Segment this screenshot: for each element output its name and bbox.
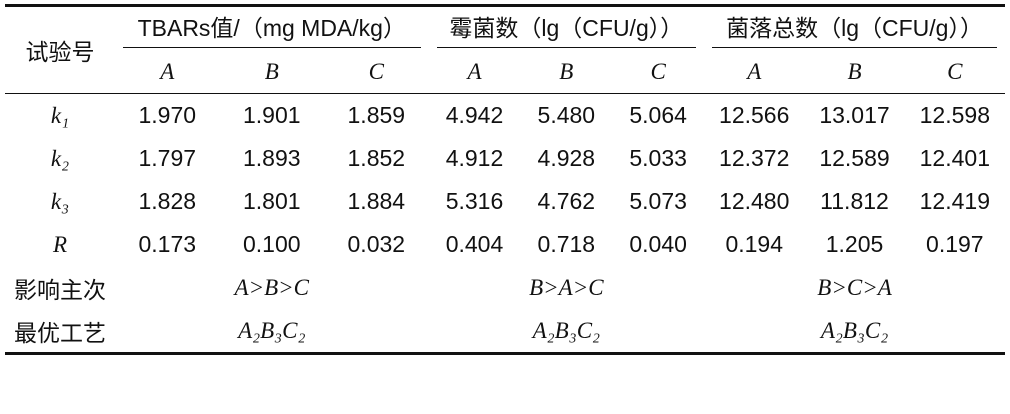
corner-header: 试验号 [5, 5, 115, 94]
cell: 5.064 [629, 102, 687, 128]
table-head: 试验号 TBARs值/（mg MDA/kg） 霉菌数（lg（CFU/g）） 菌落总数… [5, 5, 1005, 94]
data-row: k₁ 1.970 1.901 1.859 4.942 5.480 5.064 12.566 13… [5, 94, 1005, 138]
row-label: k₁ [50, 102, 70, 128]
row-label: 影响主次 [14, 277, 106, 303]
data-row: k₃ 1.828 1.801 1.884 5.316 4.762 5.073 12.480 11… [5, 180, 1005, 223]
cell: 4.762 [537, 188, 596, 214]
cell: 12.372 [719, 145, 790, 171]
table-body: k₁ 1.970 1.901 1.859 4.942 5.480 5.064 12.566 13… [5, 94, 1005, 354]
cell: 0.194 [725, 231, 783, 257]
summary-cell: A₂B₃C₂ [820, 317, 889, 343]
cell: 0.404 [445, 231, 504, 257]
group-header: 菌落总数（lg（CFU/g）） [712, 9, 997, 48]
summary-cell: A₂B₃C₂ [238, 317, 306, 343]
cell: 1.884 [347, 188, 406, 214]
data-row: k₂ 1.797 1.893 1.852 4.912 4.928 5.033 12.372 12… [5, 137, 1005, 180]
cell: 4.928 [537, 145, 596, 171]
page: 试验号 TBARs值/（mg MDA/kg） 霉菌数（lg（CFU/g）） 菌落总数… [0, 4, 1010, 414]
subheader: C [612, 50, 705, 94]
cell: 1.970 [138, 102, 197, 128]
subheader: B [520, 50, 613, 94]
summary-cell: B>A>C [529, 274, 604, 300]
cell: 12.419 [919, 188, 990, 214]
row-label: R [52, 231, 68, 257]
group-header: 霉菌数（lg（CFU/g）） [436, 9, 697, 48]
summary-row: 影响主次 A>B>C B>A>C B>C>A [5, 266, 1005, 309]
summary-row: 最优工艺 A₂B₃C₂ A₂B₃C₂ A₂B₃C₂ [5, 309, 1005, 354]
group-header: TBARs值/（mg MDA/kg） [123, 9, 421, 48]
subheader: B [804, 50, 905, 94]
cell: 1.901 [242, 102, 301, 128]
subheader: C [324, 50, 429, 94]
summary-cell: B>C>A [817, 274, 892, 300]
cell: 0.173 [138, 231, 197, 257]
summary-cell: A₂B₃C₂ [532, 317, 601, 343]
cell: 1.797 [138, 145, 197, 171]
cell: 4.912 [445, 145, 504, 171]
cell: 0.718 [537, 231, 596, 257]
cell: 12.401 [919, 145, 990, 171]
subheader: A [115, 50, 220, 94]
cell: 1.828 [138, 188, 197, 214]
cell: 0.032 [347, 231, 406, 257]
group-header-cell: TBARs值/（mg MDA/kg） [115, 6, 429, 51]
cell: 0.040 [629, 231, 687, 257]
cell: 0.100 [242, 231, 301, 257]
cell: 12.589 [819, 145, 890, 171]
cell: 1.801 [242, 188, 301, 214]
group-header-cell: 菌落总数（lg（CFU/g）） [704, 6, 1005, 51]
subheader: C [904, 50, 1005, 94]
cell: 1.852 [347, 145, 406, 171]
cell: 5.033 [629, 145, 687, 171]
subheader: A [428, 50, 521, 94]
cell: 11.812 [820, 188, 889, 214]
group-header-cell: 霉菌数（lg（CFU/g）） [429, 6, 705, 51]
subheader: A [704, 50, 805, 94]
cell: 5.480 [537, 102, 596, 128]
cell: 12.598 [919, 102, 990, 128]
cell: 1.893 [242, 145, 301, 171]
data-table: 试验号 TBARs值/（mg MDA/kg） 霉菌数（lg（CFU/g）） 菌落总数… [5, 4, 1005, 355]
row-label: k₃ [50, 188, 70, 214]
cell: 0.197 [926, 231, 984, 257]
row-label: 最优工艺 [14, 320, 106, 346]
cell: 1.859 [347, 102, 406, 128]
data-row: R 0.173 0.100 0.032 0.404 0.718 0.040 0.194 1.20… [5, 223, 1005, 266]
summary-cell: A>B>C [234, 274, 310, 300]
cell: 5.073 [629, 188, 687, 214]
cell: 5.316 [445, 188, 504, 214]
row-label: k₂ [50, 145, 70, 171]
cell: 1.205 [825, 231, 884, 257]
group-row: 试验号 TBARs值/（mg MDA/kg） 霉菌数（lg（CFU/g）） 菌落总数… [5, 5, 1005, 94]
cell: 13.017 [819, 102, 890, 128]
cell: 12.480 [719, 188, 790, 214]
subheader: B [219, 50, 325, 94]
cell: 12.566 [719, 102, 790, 128]
cell: 4.942 [445, 102, 504, 128]
